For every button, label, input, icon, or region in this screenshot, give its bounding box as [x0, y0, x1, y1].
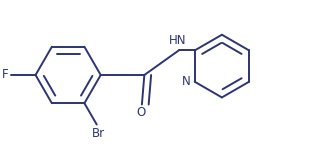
Text: N: N — [182, 75, 191, 88]
Text: O: O — [136, 106, 145, 119]
Text: Br: Br — [91, 127, 104, 140]
Text: F: F — [2, 69, 8, 81]
Text: HN: HN — [169, 34, 186, 47]
